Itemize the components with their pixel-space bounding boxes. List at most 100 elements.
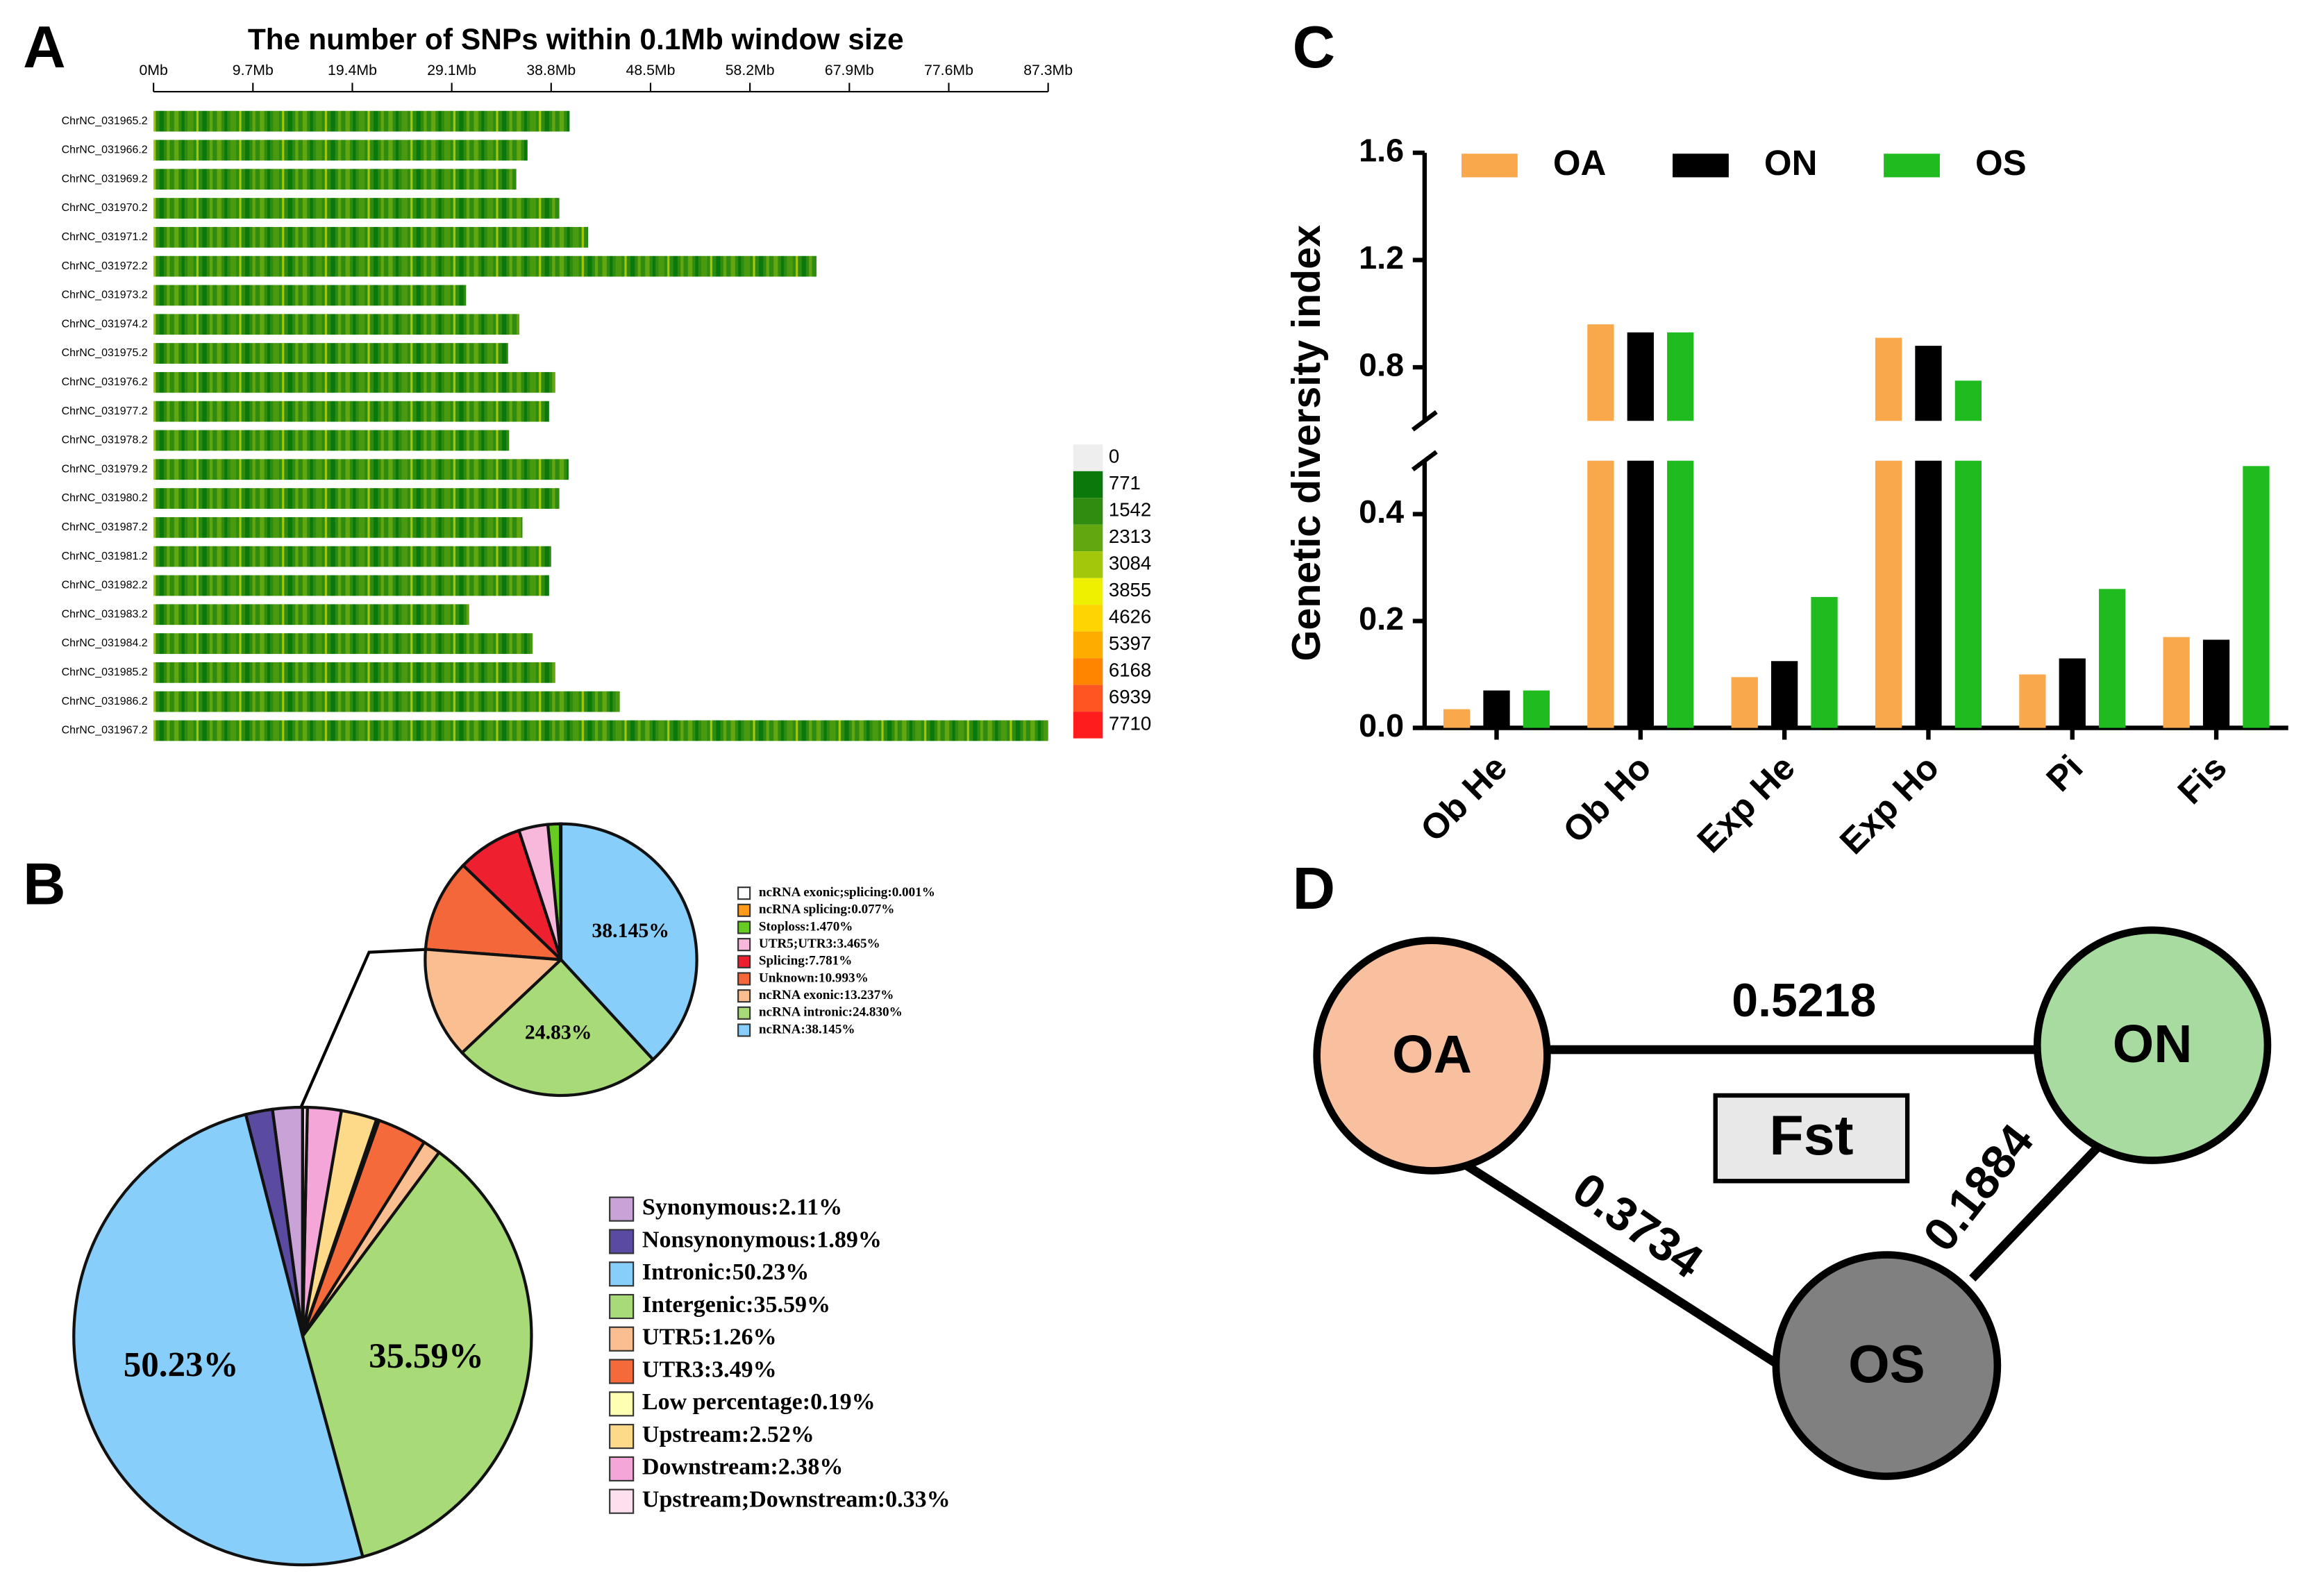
chromosome-bar [153,633,533,654]
chromosome-label: ChrNC_031984.2 [62,637,148,649]
legend-label: Splicing:7.781% [759,954,852,968]
chromosome-label: ChrNC_031987.2 [62,521,148,533]
chromosome-bar [153,140,528,161]
bar [1627,460,1654,728]
x-tick-label: 48.5Mb [626,62,676,78]
x-tick-label: Exp Ho [1832,748,1947,862]
colorbar-cell [1073,658,1103,685]
node [1313,936,1551,1175]
x-tick-label: Exp He [1689,748,1802,861]
colorbar-cell [1073,498,1103,525]
x-tick-label: 0Mb [139,62,167,78]
colorbar-cell [1073,444,1103,471]
chromosome-label: ChrNC_031969.2 [62,173,148,185]
colorbar-label: 6168 [1109,660,1151,681]
node [1772,1251,2002,1480]
legend-label: Nonsynonymous:1.89% [642,1227,882,1252]
legend-label: Stoploss:1.470% [759,919,853,934]
chromosome-label: ChrNC_031973.2 [62,289,148,301]
x-tick-label: Ob Ho [1555,748,1659,851]
colorbar-cell [1073,684,1103,712]
colorbar-cell [1073,605,1103,632]
x-tick-label: 19.4Mb [328,62,377,78]
x-tick-label: 38.8Mb [526,62,576,78]
x-tick-label: Fis [2170,748,2234,812]
legend-swatch [609,1229,635,1254]
x-tick-label: 29.1Mb [427,62,476,78]
legend-swatch [609,1359,635,1384]
legend-swatch [609,1391,635,1417]
colorbar-label: 0 [1109,446,1119,467]
chromosome-label: ChrNC_031986.2 [62,696,148,707]
chromosome-label: ChrNC_031972.2 [62,260,148,272]
edge-label: 0.5218 [1732,974,1876,1027]
bar [2202,639,2230,728]
x-tick-label: 67.9Mb [825,62,874,78]
chromosome-bar [153,459,569,480]
node-label: OA [1392,1025,1472,1084]
bar [1483,690,1510,728]
inset-connector [298,948,428,1111]
chromosome-bar [153,691,620,712]
chromosome-bar [153,488,560,509]
chromosome-label: ChrNC_031979.2 [62,463,148,475]
chromosome-label: ChrNC_031983.2 [62,608,148,620]
chromosome-label: ChrNC_031966.2 [62,144,148,156]
slice-label: 24.83% [525,1021,592,1044]
colorbar-label: 5397 [1109,632,1151,654]
chromosome-bar [153,198,560,219]
colorbar-label: 6939 [1109,686,1151,707]
legend-label: Intronic:50.23% [642,1259,809,1285]
bar [1954,380,1982,421]
edge-label: 0.1884 [1913,1114,2044,1261]
bar [2243,466,2270,728]
pie-slice [424,863,565,961]
legend-swatch [737,1006,751,1020]
colorbar-cell [1073,551,1103,578]
chromosome-label: ChrNC_031982.2 [62,580,148,591]
fst-box [1713,1093,1910,1184]
pie-slice [559,822,698,1062]
legend-swatch [737,887,751,900]
legend-label: OS [1975,143,2027,183]
chromosome-label: ChrNC_031980.2 [62,492,148,504]
chromosome-bar [153,226,588,248]
colorbar-cell [1073,712,1103,739]
chromosome-bar [153,314,520,335]
x-tick-label: 77.6Mb [924,62,973,78]
bar [1954,460,1982,728]
bar [1915,460,1942,728]
bar [1667,332,1694,421]
edge-label: 0.3734 [1564,1162,1712,1288]
legend-label: Downstream:2.38% [642,1454,843,1480]
legend-swatch [609,1456,635,1481]
fst-label: Fst [1769,1104,1853,1167]
legend-label: ncRNA exonic;splicing:0.001% [759,885,935,900]
legend-swatch [737,989,751,1003]
node-label: ON [2113,1015,2193,1074]
chromosome-label: ChrNC_031971.2 [62,231,148,243]
legend-label: ncRNA exonic:13.237% [759,988,894,1002]
pie-slice [301,1150,533,1559]
legend-swatch [737,955,751,968]
axis-break [1411,410,1438,432]
y-tick-label: 1.6 [1359,132,1404,168]
chromosome-bar [153,285,467,306]
y-tick-label: 0.8 [1359,346,1404,383]
chromosome-label: ChrNC_031976.2 [62,376,148,388]
pie-slice [301,1105,309,1336]
chromosome-label: ChrNC_031981.2 [62,551,148,562]
chromosome-bar [153,255,817,277]
y-axis-label: Genetic diversity index [1284,225,1329,661]
bar [1875,460,1902,728]
legend-swatch [609,1488,635,1514]
bar [1627,332,1654,421]
colorbar-cell [1073,471,1103,498]
bar [1667,460,1694,728]
colorbar-cell [1073,578,1103,605]
chromosome-bar [153,169,517,190]
bar [1587,460,1614,728]
x-tick-label: 9.7Mb [233,62,274,78]
